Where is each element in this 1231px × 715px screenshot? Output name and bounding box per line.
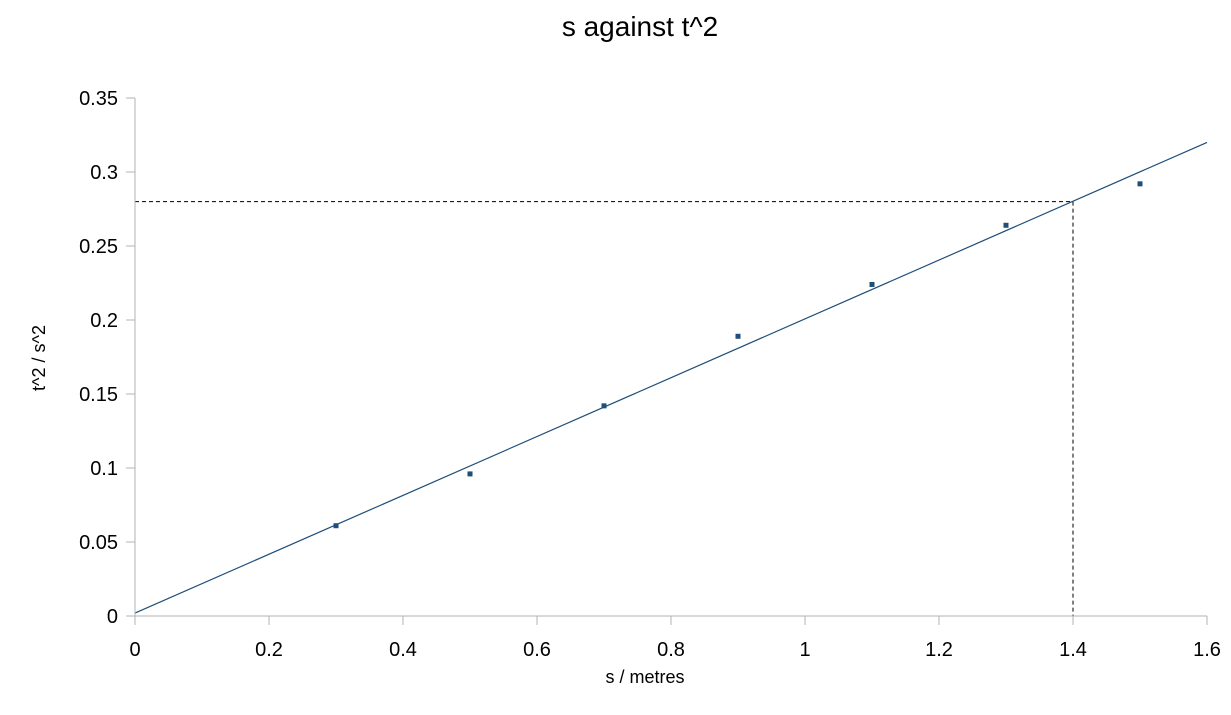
y-tick-label: 0 — [107, 606, 118, 628]
data-point — [869, 281, 875, 287]
x-tick-label: 1.4 — [1059, 639, 1087, 661]
y-tick-label: 0.35 — [79, 88, 118, 110]
x-axis-title: s / metres — [605, 667, 684, 687]
x-tick-label: 0.4 — [389, 639, 417, 661]
data-point — [1137, 181, 1143, 187]
data-point — [601, 403, 607, 409]
data-point — [735, 333, 741, 339]
trendline — [134, 141, 1208, 614]
x-tick-label: 0.6 — [523, 639, 551, 661]
y-tick-label: 0.25 — [79, 236, 118, 258]
y-tick-label: 0.15 — [79, 384, 118, 406]
trendline-group — [134, 141, 1208, 614]
data-point — [333, 523, 339, 529]
x-tick-label: 0.2 — [255, 639, 283, 661]
x-tick-label: 1.6 — [1193, 639, 1221, 661]
x-tick-label: 0 — [129, 639, 140, 661]
x-tick-label: 1.2 — [925, 639, 953, 661]
y-tick-label: 0.1 — [90, 458, 118, 480]
y-tick-label: 0.2 — [90, 310, 118, 332]
data-point — [467, 471, 473, 477]
y-axis-title: t^2 / s^2 — [29, 325, 49, 391]
x-tick-label: 0.8 — [657, 639, 685, 661]
axes: 0 0.05 0.1 0.15 0.2 0.25 0.3 0.35 0 0.2 0.4 0.6 0.8 1… — [79, 88, 1221, 661]
reference-lines — [135, 201, 1074, 616]
y-tick-label: 0.05 — [79, 532, 118, 554]
y-tick-label: 0.3 — [90, 162, 118, 184]
x-tick-label: 1 — [799, 639, 810, 661]
data-points — [333, 181, 1143, 529]
data-point — [1003, 222, 1009, 228]
chart-title: s against t^2 — [562, 11, 718, 42]
